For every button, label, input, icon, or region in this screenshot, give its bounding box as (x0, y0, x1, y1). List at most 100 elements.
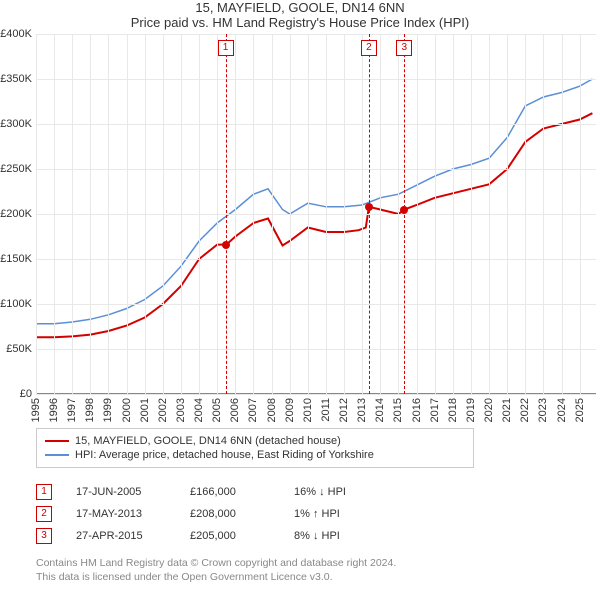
grid-h (36, 349, 596, 350)
grid-v (163, 34, 164, 394)
events-table: 117-JUN-2005£166,00016% ↓ HPI217-MAY-201… (36, 478, 374, 550)
x-tick-label: 2013 (356, 398, 368, 422)
price-dot (222, 241, 230, 249)
x-tick-label: 1995 (30, 398, 42, 422)
legend-label: HPI: Average price, detached house, East… (75, 449, 374, 461)
event-row: 3 27-APR-2015 £205,000 8% ↓ HPI (36, 528, 374, 544)
grid-v (72, 34, 73, 394)
grid-v (398, 34, 399, 394)
event-date: 17-MAY-2013 (76, 508, 166, 520)
grid-v (290, 34, 291, 394)
event-number-box: 1 (36, 484, 52, 500)
x-tick-label: 2008 (266, 398, 278, 422)
grid-v (344, 34, 345, 394)
x-tick-label: 1996 (48, 398, 60, 422)
footer-text: Contains HM Land Registry data © Crown c… (36, 556, 396, 584)
event-marker-3: 3 (396, 40, 412, 56)
y-tick-label: £50K (6, 343, 32, 355)
grid-v (507, 34, 508, 394)
grid-v (36, 34, 37, 394)
event-row: 217-MAY-2013£208,0001% ↑ HPI (36, 506, 374, 522)
x-tick-label: 2017 (429, 398, 441, 422)
price-dot (365, 203, 373, 211)
grid-v (380, 34, 381, 394)
x-tick-label: 2015 (392, 398, 404, 422)
x-tick-label: 2011 (320, 398, 332, 422)
x-tick-label: 2024 (556, 398, 568, 422)
price-dot (400, 206, 408, 214)
grid-v (543, 34, 544, 394)
event-pct: 8% ↓ HPI (294, 530, 374, 542)
grid-h (36, 304, 596, 305)
event-vline (226, 34, 227, 394)
grid-v (580, 34, 581, 394)
x-tick-label: 2014 (374, 398, 386, 422)
x-tick-label: 2020 (483, 398, 495, 422)
grid-h (36, 169, 596, 170)
x-tick-label: 2019 (465, 398, 477, 422)
x-tick-label: 2012 (338, 398, 350, 422)
legend-item: 15, MAYFIELD, GOOLE, DN14 6NN (detached … (45, 435, 465, 447)
grid-v (54, 34, 55, 394)
legend-swatch (45, 454, 69, 456)
grid-v (362, 34, 363, 394)
x-tick-label: 2005 (211, 398, 223, 422)
grid-v (199, 34, 200, 394)
event-row: 117-JUN-2005£166,00016% ↓ HPI (36, 484, 374, 500)
event-number-box: 3 (36, 528, 52, 544)
grid-v (326, 34, 327, 394)
grid-v (253, 34, 254, 394)
legend-label: 15, MAYFIELD, GOOLE, DN14 6NN (detached … (75, 435, 341, 447)
x-tick-label: 2004 (193, 398, 205, 422)
y-tick-label: £300K (0, 118, 32, 130)
x-tick-label: 2021 (501, 398, 513, 422)
grid-v (108, 34, 109, 394)
chart-subtitle: Price paid vs. HM Land Registry's House … (0, 15, 600, 30)
grid-h (36, 124, 596, 125)
event-date: 17-JUN-2005 (76, 486, 166, 498)
legend-item: HPI: Average price, detached house, East… (45, 449, 465, 461)
grid-v (272, 34, 273, 394)
x-tick-label: 2018 (447, 398, 459, 422)
x-tick-label: 2023 (537, 398, 549, 422)
event-price: £208,000 (190, 508, 270, 520)
x-tick-label: 1997 (66, 398, 78, 422)
series-hpi (36, 79, 592, 324)
grid-v (145, 34, 146, 394)
event-marker-1: 1 (218, 40, 234, 56)
x-tick-label: 2000 (121, 398, 133, 422)
footer-line-2: This data is licensed under the Open Gov… (36, 570, 396, 584)
x-tick-label: 2010 (302, 398, 314, 422)
grid-v (235, 34, 236, 394)
x-tick-label: 2022 (519, 398, 531, 422)
event-vline (404, 34, 405, 394)
legend-swatch (45, 440, 69, 442)
x-tick-label: 2009 (284, 398, 296, 422)
y-tick-label: £250K (0, 163, 32, 175)
event-date: 27-APR-2015 (76, 530, 166, 542)
x-tick-label: 2006 (229, 398, 241, 422)
y-tick-label: £350K (0, 73, 32, 85)
event-pct: 1% ↑ HPI (294, 508, 374, 520)
x-tick-label: 2001 (139, 398, 151, 422)
grid-v (562, 34, 563, 394)
grid-h (36, 79, 596, 80)
y-tick-label: £100K (0, 298, 32, 310)
y-tick-label: £400K (0, 28, 32, 40)
grid-v (90, 34, 91, 394)
x-tick-label: 2025 (574, 398, 586, 422)
x-tick-label: 2016 (411, 398, 423, 422)
grid-v (471, 34, 472, 394)
chart-title: 15, MAYFIELD, GOOLE, DN14 6NN (0, 0, 600, 15)
y-tick-label: £200K (0, 208, 32, 220)
y-tick-label: £150K (0, 253, 32, 265)
grid-v (417, 34, 418, 394)
x-tick-label: 2002 (157, 398, 169, 422)
grid-v (217, 34, 218, 394)
grid-v (525, 34, 526, 394)
event-price: £205,000 (190, 530, 270, 542)
grid-v (489, 34, 490, 394)
grid-h (36, 34, 596, 35)
grid-h (36, 214, 596, 215)
event-vline (369, 34, 370, 394)
